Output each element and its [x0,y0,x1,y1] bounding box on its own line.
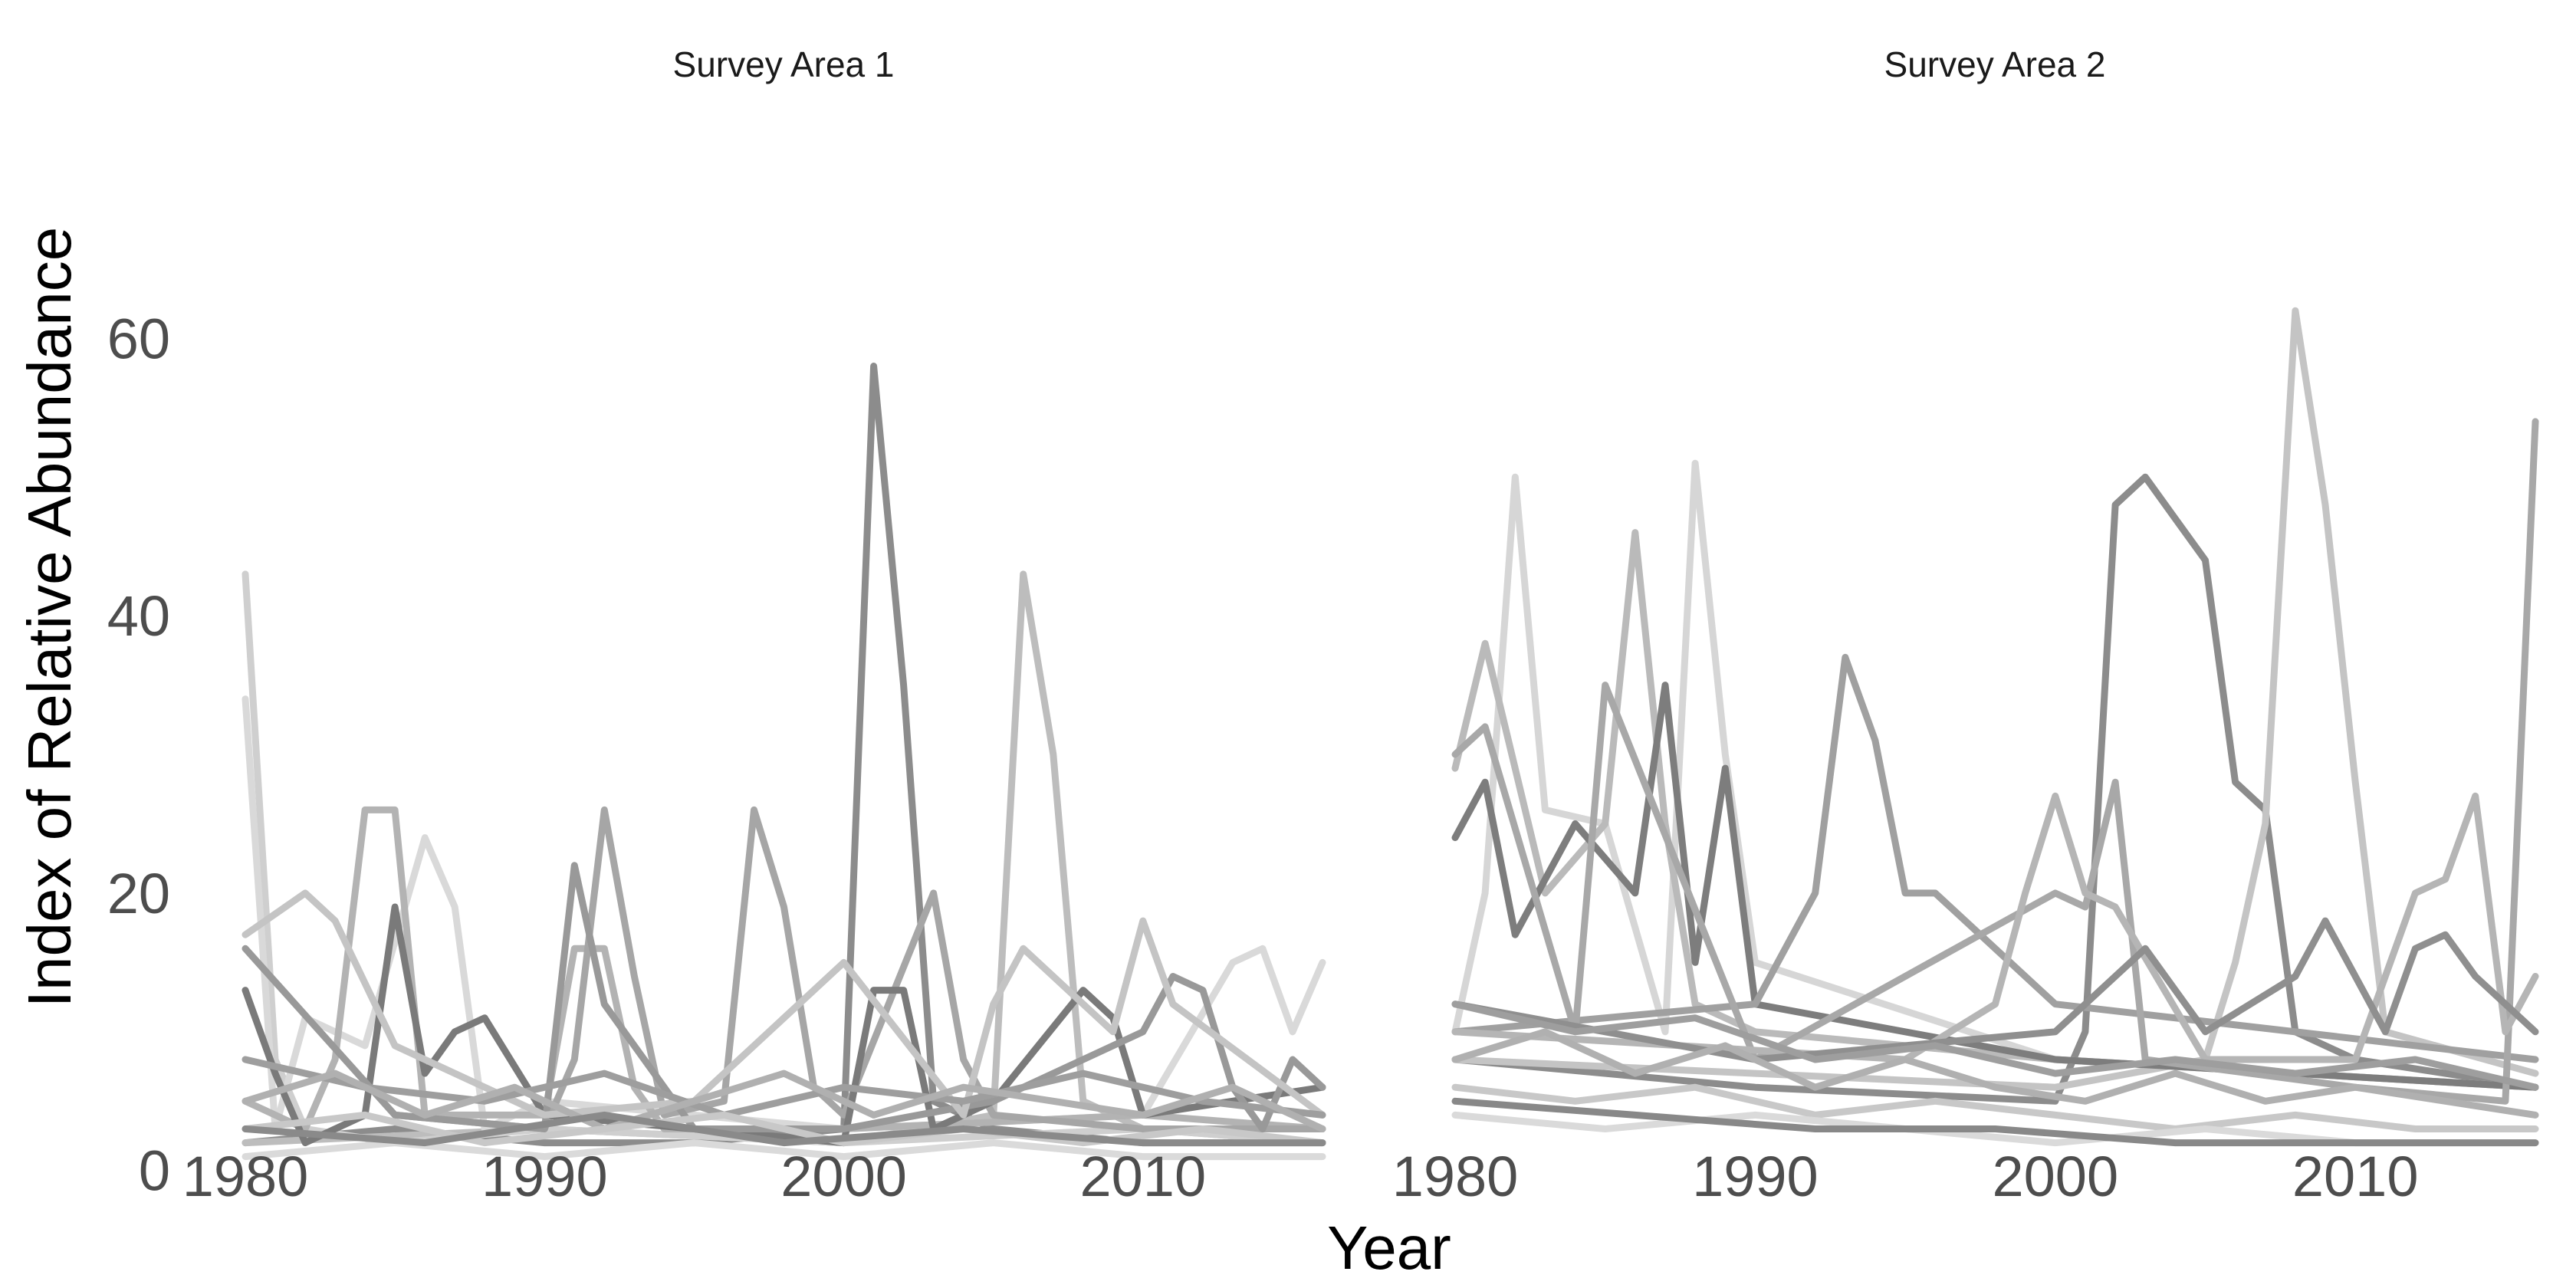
series-line-2 [242,570,1326,1147]
panel-survey-area-1: Survey Area 1 1980 1990 2000 2010 [182,44,1326,1208]
panel-survey-area-2: Survey Area 2 1980 1990 2000 2010 [1392,44,2539,1208]
series-line-3 [1451,459,2539,1091]
x-tick-label: 2000 [780,1145,907,1208]
series-layer [242,363,1326,1161]
y-tick-label: 0 [139,1139,170,1203]
series-line-5 [1451,682,2539,1091]
series-line-8 [242,862,1326,1132]
y-axis-title: Index of Relative Abundance [15,227,84,1008]
x-axis-ticks: 1980 1990 2000 2010 [1392,1145,2419,1208]
series-line-3 [242,570,1326,1147]
y-tick-label: 60 [107,307,170,370]
series-line-9 [242,889,1326,1119]
x-tick-label: 1980 [182,1145,309,1208]
series-layer [1451,307,2539,1147]
series-line-12 [1451,1083,2539,1132]
x-tick-label: 1980 [1392,1145,1519,1208]
x-tick-label: 1990 [1692,1145,1819,1208]
x-tick-label: 2000 [1992,1145,2118,1208]
series-line-14 [242,1111,1326,1147]
x-axis-ticks: 1980 1990 2000 2010 [182,1145,1206,1208]
series-line-10 [1451,1001,2539,1091]
series-line-12 [242,1111,1326,1147]
x-tick-label: 1990 [481,1145,608,1208]
series-line-14 [1451,1097,2539,1147]
x-tick-label: 2010 [1079,1145,1206,1208]
y-axis-ticks: 0 20 40 60 [107,307,170,1202]
series-line-9 [1451,917,2539,1063]
x-tick-label: 2010 [2292,1145,2419,1208]
series-line-10 [242,1056,1326,1119]
x-axis-title: Year [1327,1214,1451,1282]
series-line-2 [1451,307,2539,1091]
series-line-8 [1451,792,2539,1063]
series-line-11 [1451,1028,2539,1119]
series-line-6 [1451,653,2539,1063]
panel-title: Survey Area 2 [1884,44,2106,84]
y-tick-label: 20 [107,862,170,925]
series-line-11 [242,1070,1326,1132]
series-line-1 [242,363,1326,1147]
y-tick-label: 40 [107,584,170,648]
panel-title: Survey Area 1 [673,44,895,84]
